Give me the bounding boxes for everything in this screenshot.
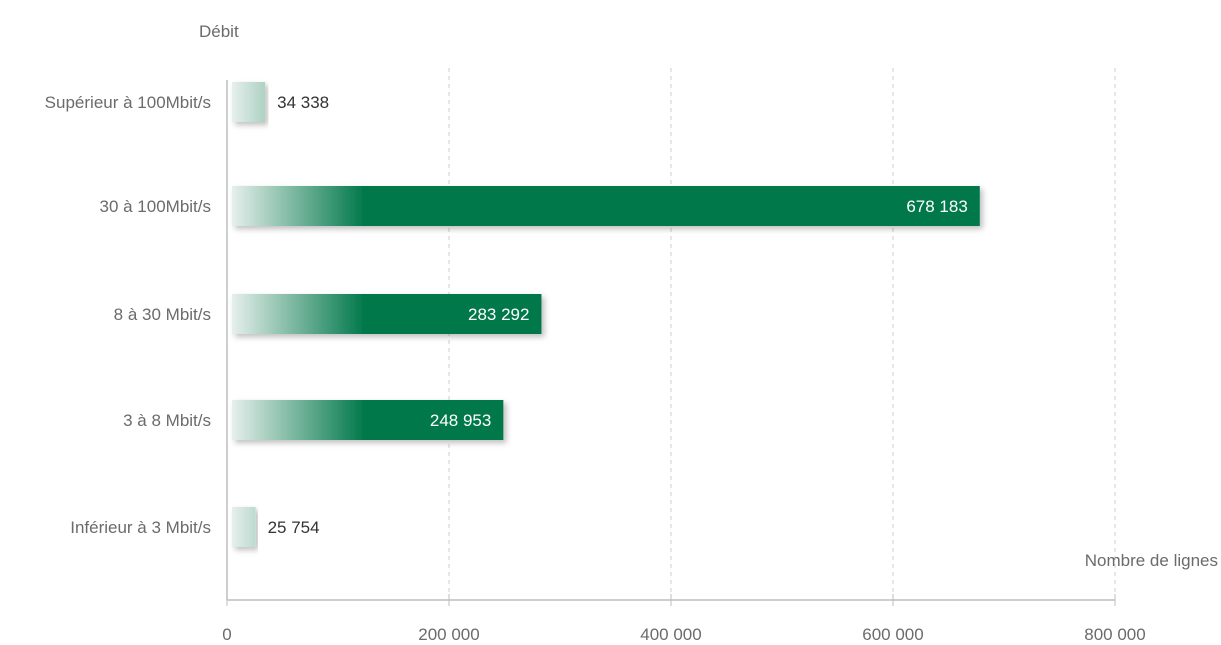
bars xyxy=(232,82,980,547)
value-label: 283 292 xyxy=(468,305,529,324)
bar xyxy=(232,186,980,226)
value-label: 25 754 xyxy=(268,518,320,537)
axes xyxy=(226,80,1116,606)
x-tick-label: 800 000 xyxy=(1084,625,1145,644)
bar xyxy=(232,507,256,547)
y-axis-title: Débit xyxy=(199,22,239,41)
bar xyxy=(232,294,542,334)
category-label: 30 à 100Mbit/s xyxy=(99,197,211,216)
value-label: 678 183 xyxy=(906,197,967,216)
category-label: Supérieur à 100Mbit/s xyxy=(45,93,211,112)
category-label: 8 à 30 Mbit/s xyxy=(114,305,211,324)
category-label: Inférieur à 3 Mbit/s xyxy=(70,518,211,537)
value-label: 34 338 xyxy=(277,93,329,112)
x-tick-label: 0 xyxy=(222,625,231,644)
value-label: 248 953 xyxy=(430,411,491,430)
labels: 0 200 000 400 000 600 000 800 000 Supérieur à… xyxy=(45,93,1146,644)
x-axis-title: Nombre de lignes xyxy=(1085,551,1218,570)
category-label: 3 à 8 Mbit/s xyxy=(123,411,211,430)
x-tick-label: 200 000 xyxy=(418,625,479,644)
x-tick-label: 600 000 xyxy=(862,625,923,644)
bar xyxy=(232,82,266,122)
bar xyxy=(232,400,504,440)
gridlines xyxy=(448,68,1116,600)
x-tick-label: 400 000 xyxy=(640,625,701,644)
